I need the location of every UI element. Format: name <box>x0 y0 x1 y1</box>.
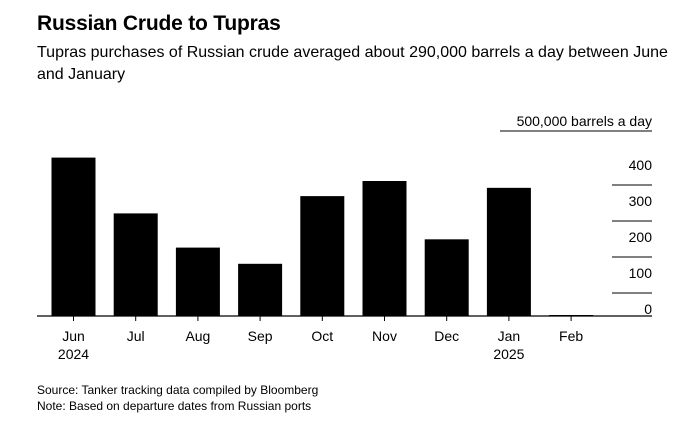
y-axis-unit-label: 500,000 barrels a day <box>517 113 652 129</box>
x-tick-label: Dec <box>434 328 459 344</box>
bar-dec <box>424 239 469 316</box>
y-tick-label: 400 <box>629 157 653 173</box>
source-note: Source: Tanker tracking data compiled by… <box>37 383 319 397</box>
y-tick-label: 0 <box>644 301 652 317</box>
bar-jun <box>51 157 96 316</box>
x-tick-label: Sep <box>248 328 273 344</box>
chart-title: Russian Crude to Tupras <box>37 12 281 35</box>
footnote: Note: Based on departure dates from Russ… <box>37 399 312 413</box>
x-tick-label: Jun <box>62 328 85 344</box>
chart-footer: Source: Tanker tracking data compiled by… <box>37 382 318 414</box>
y-tick-label: 200 <box>629 229 653 245</box>
x-tick-label: Feb <box>559 328 583 344</box>
x-tick-label: Jul <box>127 328 145 344</box>
x-tick-label: Aug <box>185 328 210 344</box>
x-tick-label: Oct <box>311 328 333 344</box>
bar-nov <box>362 181 407 316</box>
bar-aug <box>175 247 220 316</box>
x-tick-year-label: 2024 <box>58 346 89 362</box>
chart-subtitle: Tupras purchases of Russian crude averag… <box>37 44 668 83</box>
bar-jul <box>113 213 158 316</box>
bar-jan <box>486 187 531 316</box>
x-tick-label: Nov <box>372 328 397 344</box>
x-tick-label: Jan <box>498 328 521 344</box>
bar-oct <box>300 196 345 316</box>
y-tick-label: 300 <box>629 193 653 209</box>
y-tick-label: 100 <box>629 265 653 281</box>
bar-sep <box>238 263 283 316</box>
x-tick-year-label: 2025 <box>493 346 524 362</box>
bar-chart: 0 100 200 300 400 500,000 barrels a day Jun 202… <box>37 113 653 362</box>
